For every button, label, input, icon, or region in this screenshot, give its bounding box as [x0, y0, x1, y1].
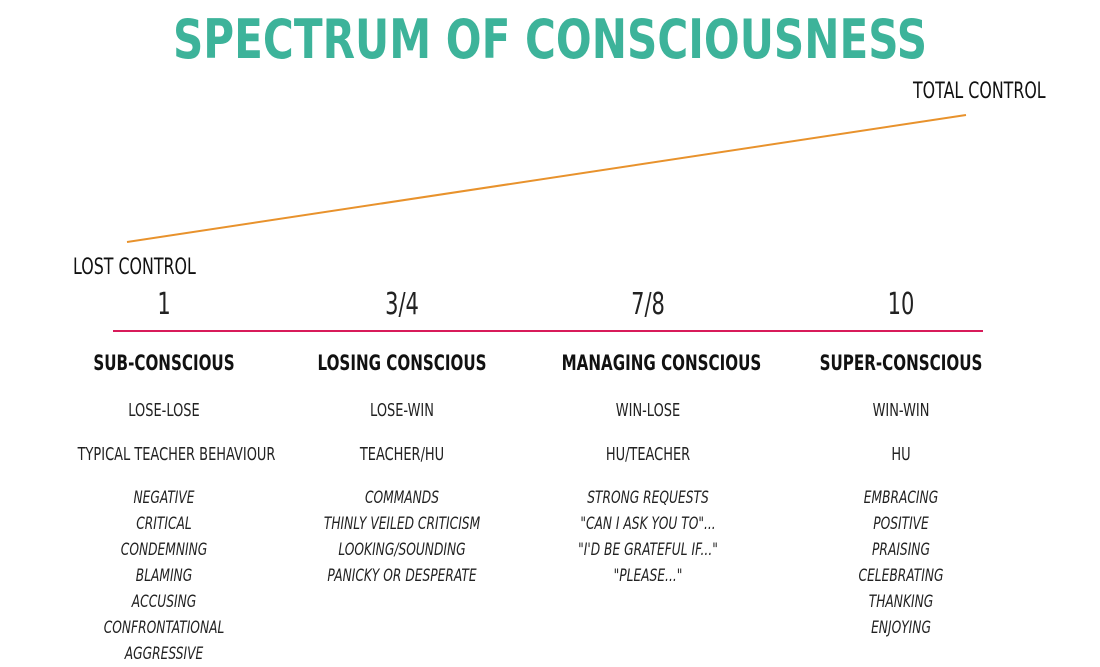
- relation-label: HU: [891, 444, 911, 465]
- page-title: SPECTRUM OF CONSCIOUSNESS: [172, 8, 928, 71]
- state-title: SUB-CONSCIOUS: [93, 351, 235, 375]
- scale-number: 1: [157, 287, 171, 322]
- outcome-label: WIN-WIN: [872, 400, 930, 421]
- scale-number: 10: [887, 287, 915, 322]
- behaviour-list: STRONG REQUESTS "CAN I ASK YOU TO"... "I…: [528, 485, 768, 589]
- behaviour-item: COMMANDS: [364, 488, 440, 508]
- relation-label: TEACHER/HU: [359, 444, 445, 465]
- state-title: LOSING CONSCIOUS: [317, 351, 487, 375]
- outcome-label: WIN-LOSE: [615, 400, 681, 421]
- behaviour-item: NEGATIVE: [133, 488, 195, 508]
- behaviour-item: PANICKY OR DESPERATE: [327, 566, 477, 586]
- state-title: MANAGING CONSCIOUS: [561, 351, 762, 375]
- behaviour-list: NEGATIVE CRITICAL CONDEMNING BLAMING ACC…: [44, 485, 284, 667]
- scale-number: 3/4: [385, 287, 419, 322]
- behaviour-item: "CAN I ASK YOU TO"...: [580, 514, 716, 534]
- column-managing-conscious: 7/8 MANAGING CONSCIOUS WIN-LOSE HU/TEACH…: [528, 285, 768, 589]
- scale-number: 7/8: [631, 287, 665, 322]
- relation-label: TYPICAL TEACHER BEHAVIOUR: [77, 444, 276, 465]
- column-sub-conscious: 1 SUB-CONSCIOUS LOSE-LOSE TYPICAL TEACHE…: [44, 285, 284, 667]
- behaviour-item: "PLEASE...": [613, 566, 683, 586]
- behaviour-list: COMMANDS THINLY VEILED CRITICISM LOOKING…: [282, 485, 522, 589]
- relation-label: HU/TEACHER: [605, 444, 691, 465]
- control-trend-line: [126, 114, 967, 243]
- outcome-label: LOSE-WIN: [370, 400, 434, 421]
- behaviour-item: PRAISING: [872, 540, 930, 560]
- behaviour-item: EMBRACING: [863, 488, 939, 508]
- behaviour-item: CONFRONTATIONAL: [103, 618, 225, 638]
- behaviour-item: BLAMING: [135, 566, 193, 586]
- behaviour-item: CONDEMNING: [120, 540, 208, 560]
- behaviour-item: CELEBRATING: [858, 566, 944, 586]
- behaviour-item: POSITIVE: [873, 514, 929, 534]
- lost-control-label: LOST CONTROL: [73, 255, 196, 280]
- behaviour-item: "I'D BE GRATEFUL IF...": [578, 540, 718, 560]
- outcome-label: LOSE-LOSE: [128, 400, 200, 421]
- behaviour-item: STRONG REQUESTS: [587, 488, 709, 508]
- behaviour-item: LOOKING/SOUNDING: [338, 540, 466, 560]
- state-title: SUPER-CONSCIOUS: [819, 351, 983, 375]
- column-super-conscious: 10 SUPER-CONSCIOUS WIN-WIN HU EMBRACING …: [781, 285, 1021, 641]
- behaviour-list: EMBRACING POSITIVE PRAISING CELEBRATING …: [781, 485, 1021, 641]
- behaviour-item: ACCUSING: [131, 592, 197, 612]
- behaviour-item: AGGRESSIVE: [124, 644, 204, 664]
- behaviour-item: THINLY VEILED CRITICISM: [323, 514, 481, 534]
- behaviour-item: ENJOYING: [871, 618, 931, 638]
- total-control-label: TOTAL CONTROL: [913, 79, 1046, 104]
- behaviour-item: THANKING: [868, 592, 934, 612]
- behaviour-item: CRITICAL: [136, 514, 192, 534]
- column-losing-conscious: 3/4 LOSING CONSCIOUS LOSE-WIN TEACHER/HU…: [282, 285, 522, 589]
